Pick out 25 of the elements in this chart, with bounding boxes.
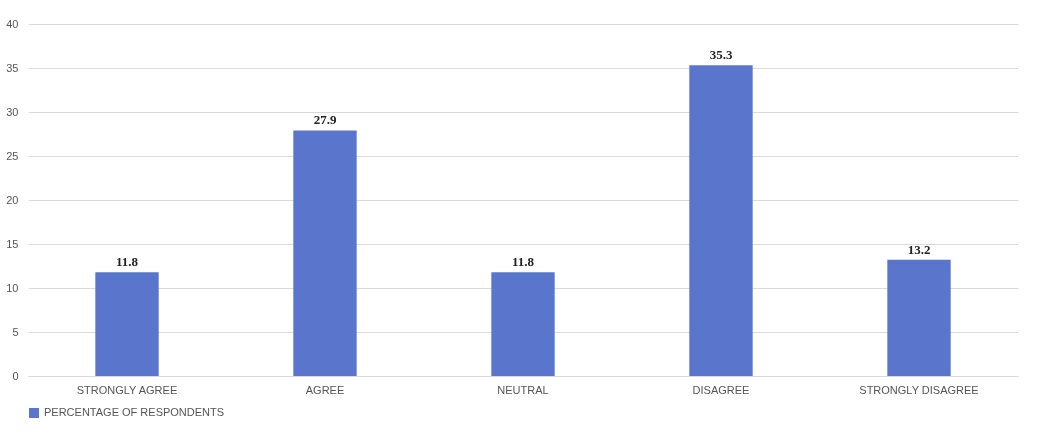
x-tick-label: NEUTRAL [497, 383, 549, 396]
y-tick-label: 10 [6, 281, 19, 294]
bar [95, 272, 159, 376]
y-tick-label: 25 [6, 149, 19, 162]
y-tick-label: 30 [6, 105, 19, 118]
y-tick-label: 5 [12, 325, 19, 338]
data-label: 35.3 [709, 47, 733, 63]
data-label: 11.8 [511, 254, 535, 270]
y-tick-label: 0 [12, 369, 19, 382]
data-label: 27.9 [313, 112, 337, 128]
y-tick-label: 40 [6, 17, 19, 30]
bar [293, 130, 357, 376]
y-tick-label: 15 [6, 237, 19, 250]
data-label: 11.8 [115, 254, 139, 270]
x-tick-label: STRONGLY DISAGREE [859, 383, 979, 396]
x-tick-label: STRONGLY AGREE [76, 383, 178, 396]
x-tick-label: DISAGREE [692, 383, 750, 396]
bar [491, 272, 555, 376]
data-label: 13.2 [907, 241, 931, 257]
y-tick-label: 20 [6, 193, 19, 206]
y-tick-label: 35 [6, 61, 19, 74]
legend-label: PERCENTAGE OF RESPONDENTS [44, 406, 225, 418]
bar [887, 259, 951, 376]
x-tick-label: AGREE [305, 383, 345, 396]
bar [689, 65, 753, 376]
